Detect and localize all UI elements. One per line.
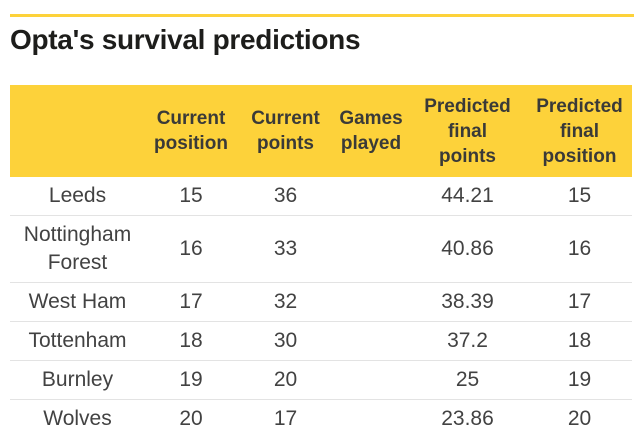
- current-points-cell: 20: [273, 368, 298, 391]
- predicted-final-points-cell: 38.39: [441, 290, 494, 313]
- games-played-cell: [334, 375, 408, 385]
- predicted-final-points-cell: 44.21: [441, 184, 494, 207]
- column-header-predicted-final-position: Predicted final position: [536, 95, 623, 167]
- column-header-current-position: Current position: [154, 108, 228, 154]
- column-header-games-played: Games played: [339, 108, 403, 154]
- table-row: Nottingham Forest 16 33 40.86 16: [10, 216, 632, 283]
- table-row: Tottenham 18 30 37.2 18: [10, 322, 632, 361]
- column-header-predicted-final-points: Predicted final points: [424, 95, 511, 167]
- predicted-final-position-cell: 19: [567, 368, 592, 391]
- games-played-cell: [334, 414, 408, 424]
- current-points-cell: 32: [273, 290, 298, 313]
- page-title: Opta's survival predictions: [10, 24, 361, 55]
- games-played-cell: [334, 336, 408, 346]
- current-position-cell: 20: [179, 407, 203, 430]
- table-row: West Ham 17 32 38.39 17: [10, 283, 632, 322]
- predicted-final-position-cell: 20: [567, 407, 592, 430]
- current-position-cell: 19: [179, 368, 203, 391]
- table-row: Burnley 19 20 25 19: [10, 361, 632, 400]
- predicted-final-position-cell: 17: [567, 290, 592, 313]
- predicted-final-points-cell: 25: [455, 368, 480, 391]
- predicted-final-points-cell: 37.2: [447, 329, 488, 352]
- games-played-cell: [334, 244, 408, 254]
- team-cell: Wolves: [43, 407, 112, 430]
- team-cell: Nottingham Forest: [23, 223, 132, 274]
- team-cell: Tottenham: [28, 329, 127, 352]
- predicted-final-position-cell: 16: [567, 237, 592, 260]
- team-cell: Leeds: [48, 184, 107, 207]
- team-cell: West Ham: [28, 290, 127, 313]
- current-points-cell: 17: [273, 407, 298, 430]
- current-points-cell: 30: [273, 329, 298, 352]
- table-row: Leeds 15 36 44.21 15: [10, 177, 632, 216]
- table-row: Wolves 20 17 23.86 20: [10, 400, 632, 438]
- current-position-cell: 17: [179, 290, 203, 313]
- survival-predictions-table: Current position Current points Games pl…: [10, 85, 632, 438]
- current-position-cell: 16: [179, 237, 203, 260]
- predicted-final-position-cell: 15: [567, 184, 592, 207]
- current-position-cell: 18: [179, 329, 203, 352]
- accent-divider: [10, 14, 634, 17]
- games-played-cell: [334, 191, 408, 201]
- predicted-final-position-cell: 18: [567, 329, 592, 352]
- predicted-final-points-cell: 40.86: [441, 237, 494, 260]
- current-points-cell: 33: [273, 237, 298, 260]
- column-header-current-points: Current points: [251, 108, 320, 154]
- current-position-cell: 15: [179, 184, 203, 207]
- current-points-cell: 36: [273, 184, 298, 207]
- games-played-cell: [334, 297, 408, 307]
- predicted-final-points-cell: 23.86: [441, 407, 494, 430]
- team-cell: Burnley: [41, 368, 114, 391]
- table-header-row: Current position Current points Games pl…: [10, 85, 632, 177]
